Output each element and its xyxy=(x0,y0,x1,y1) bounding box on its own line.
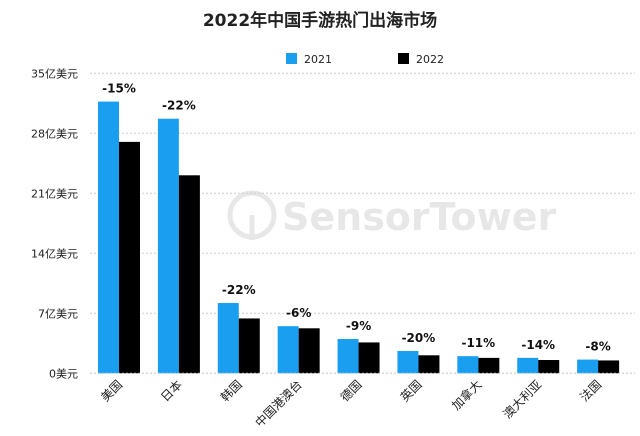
x-tick-label: 美国 xyxy=(98,378,125,405)
watermark-text: SensorTower xyxy=(282,195,557,239)
bar-2022-法国 xyxy=(598,360,620,374)
legend-label-2021: 2021 xyxy=(304,53,332,66)
bar-2022-英国 xyxy=(418,355,440,374)
bar-2022-德国 xyxy=(358,342,380,374)
bar-2021-韩国 xyxy=(217,303,239,374)
bar-2021-日本 xyxy=(157,118,179,374)
data-label: -14% xyxy=(521,338,555,352)
y-tick-label: 0美元 xyxy=(49,367,78,380)
bar-2022-美国 xyxy=(119,141,140,374)
bar-2021-德国 xyxy=(337,339,359,374)
x-tick-label: 加拿大 xyxy=(448,377,484,413)
bar-2022-澳大利亚 xyxy=(538,360,560,374)
legend-swatch-2021 xyxy=(286,53,297,64)
x-tick-label: 英国 xyxy=(398,378,425,405)
y-tick-label: 14亿美元 xyxy=(31,247,78,260)
bar-2022-中国港澳台 xyxy=(298,328,320,374)
data-label: -20% xyxy=(402,331,436,345)
data-label: -15% xyxy=(102,82,136,96)
y-tick-label: 21亿美元 xyxy=(31,187,78,200)
bar-2022-韩国 xyxy=(238,318,260,374)
y-tick-label: 28亿美元 xyxy=(31,127,78,140)
data-label: -8% xyxy=(585,340,610,354)
bar-2022-日本 xyxy=(178,175,200,374)
bar-2021-中国港澳台 xyxy=(277,326,299,374)
data-label: -22% xyxy=(162,99,196,113)
y-tick-label: 35亿美元 xyxy=(31,67,78,80)
watermark: SensorTower xyxy=(227,190,557,240)
x-tick-label: 中国港澳台 xyxy=(252,377,305,430)
data-label: -6% xyxy=(286,306,311,320)
x-tick-label: 德国 xyxy=(337,377,365,405)
bar-2021-英国 xyxy=(397,351,419,374)
data-label: -22% xyxy=(222,283,256,297)
bar-2021-美国 xyxy=(98,101,119,374)
x-tick-label: 澳大利亚 xyxy=(500,378,544,422)
chart-title: 2022年中国手游热门出海市场 xyxy=(202,11,438,31)
y-tick-label: 7亿美元 xyxy=(38,307,78,320)
legend-swatch-2022 xyxy=(398,53,409,64)
bar-2021-澳大利亚 xyxy=(517,357,539,374)
bar-2021-加拿大 xyxy=(457,356,479,374)
legend-label-2022: 2022 xyxy=(416,53,444,66)
x-tick-label: 韩国 xyxy=(217,377,245,405)
x-tick-label: 日本 xyxy=(158,378,185,405)
bar-2021-法国 xyxy=(577,359,599,374)
data-label: -9% xyxy=(346,319,371,333)
data-label: -11% xyxy=(461,336,495,350)
x-tick-label: 法国 xyxy=(577,378,604,405)
bar-2022-加拿大 xyxy=(478,357,500,374)
